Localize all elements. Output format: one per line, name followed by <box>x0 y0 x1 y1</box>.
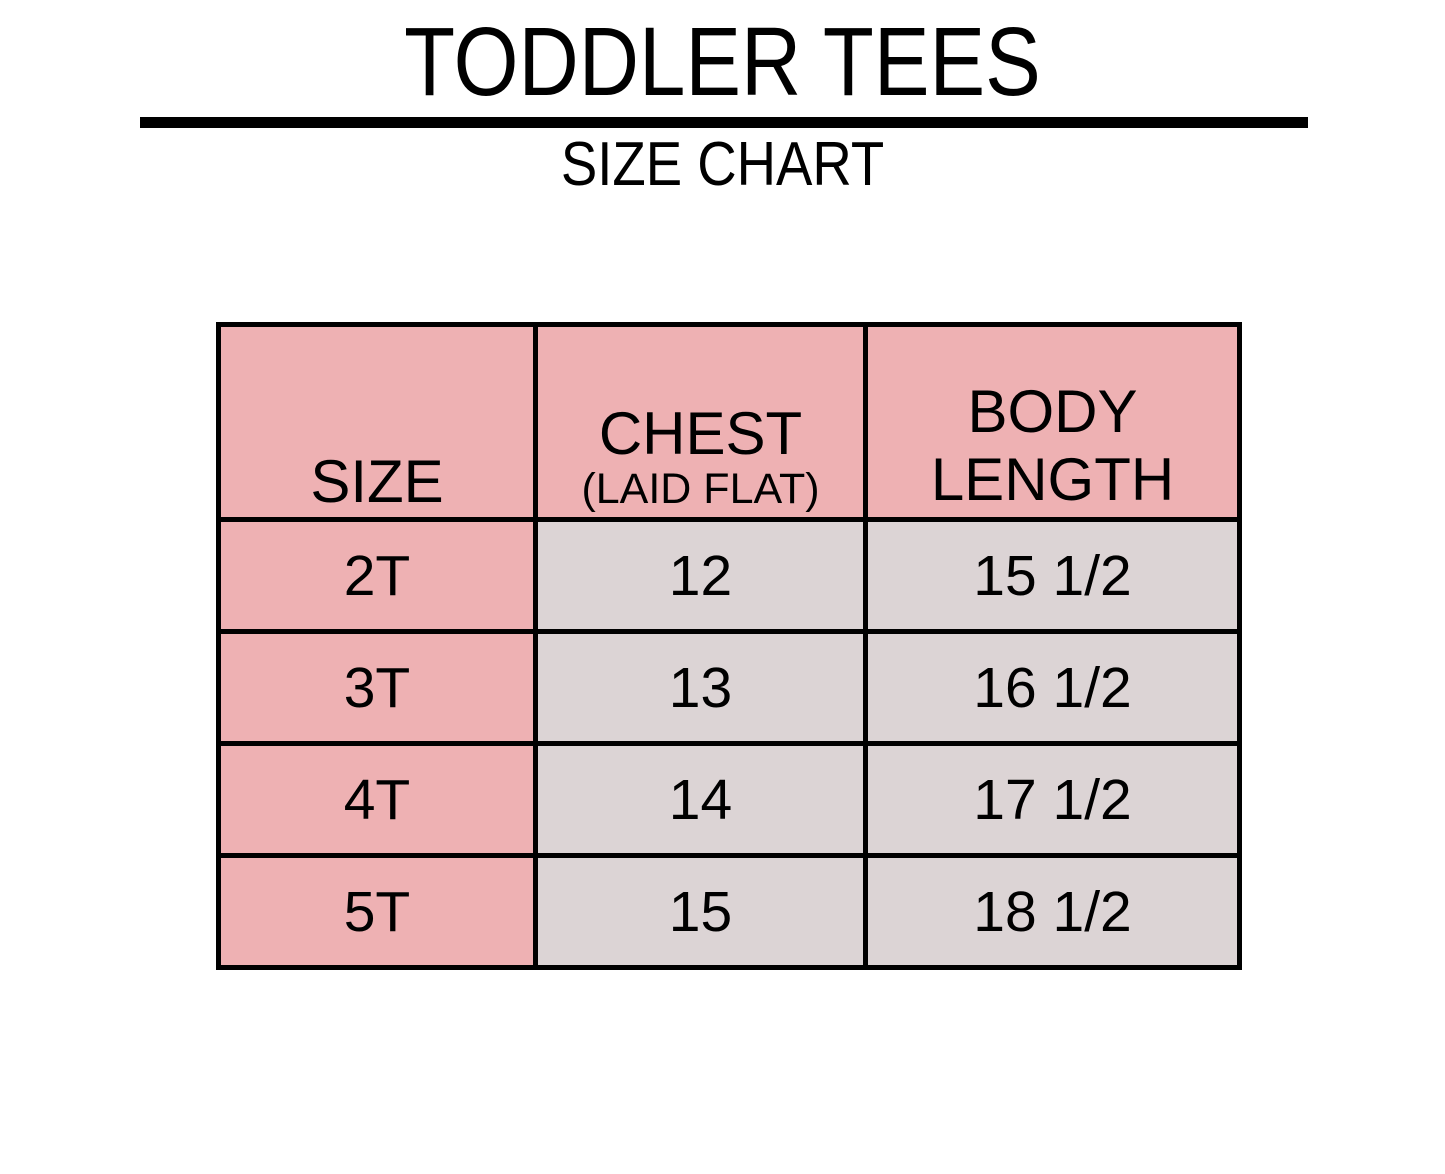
page-title: TODDLER TEES <box>404 7 1041 116</box>
table-row: 3T 13 16 1/2 <box>216 629 1242 746</box>
cell-chest: 13 <box>533 629 868 746</box>
size-chart-table: SIZE CHEST (LAID FLAT) BODY LENGTH 2T 12 <box>216 322 1242 970</box>
column-header-body-label: BODY <box>967 378 1138 445</box>
cell-chest: 12 <box>533 517 868 634</box>
column-header-chest-label: CHEST <box>598 400 803 467</box>
table-header-row: SIZE CHEST (LAID FLAT) BODY LENGTH <box>216 322 1242 522</box>
cell-size: 3T <box>216 629 538 746</box>
column-header-chest-sublabel: (LAID FLAT) <box>581 465 820 513</box>
title-divider-rule <box>140 117 1308 128</box>
page-subtitle: SIZE CHART <box>560 130 885 199</box>
table-row: 2T 12 15 1/2 <box>216 517 1242 634</box>
cell-body-length: 16 1/2 <box>863 629 1242 746</box>
cell-body-length: 15 1/2 <box>863 517 1242 634</box>
cell-size: 5T <box>216 853 538 970</box>
table-row: 5T 15 18 1/2 <box>216 853 1242 970</box>
size-chart-table-container: SIZE CHEST (LAID FLAT) BODY LENGTH 2T 12 <box>216 322 1242 970</box>
cell-body-length: 18 1/2 <box>863 853 1242 970</box>
table-body: 2T 12 15 1/2 3T 13 16 1/2 4T 14 17 1/2 5… <box>216 517 1242 970</box>
column-header-length-label: LENGTH <box>930 446 1175 513</box>
cell-chest: 15 <box>533 853 868 970</box>
column-header-size-label: SIZE <box>310 448 444 515</box>
cell-size: 2T <box>216 517 538 634</box>
column-header-size: SIZE <box>216 322 538 522</box>
cell-size: 4T <box>216 741 538 858</box>
cell-body-length: 17 1/2 <box>863 741 1242 858</box>
column-header-body-length: BODY LENGTH <box>863 322 1242 522</box>
cell-chest: 14 <box>533 741 868 858</box>
column-header-chest: CHEST (LAID FLAT) <box>533 322 868 522</box>
table-row: 4T 14 17 1/2 <box>216 741 1242 858</box>
